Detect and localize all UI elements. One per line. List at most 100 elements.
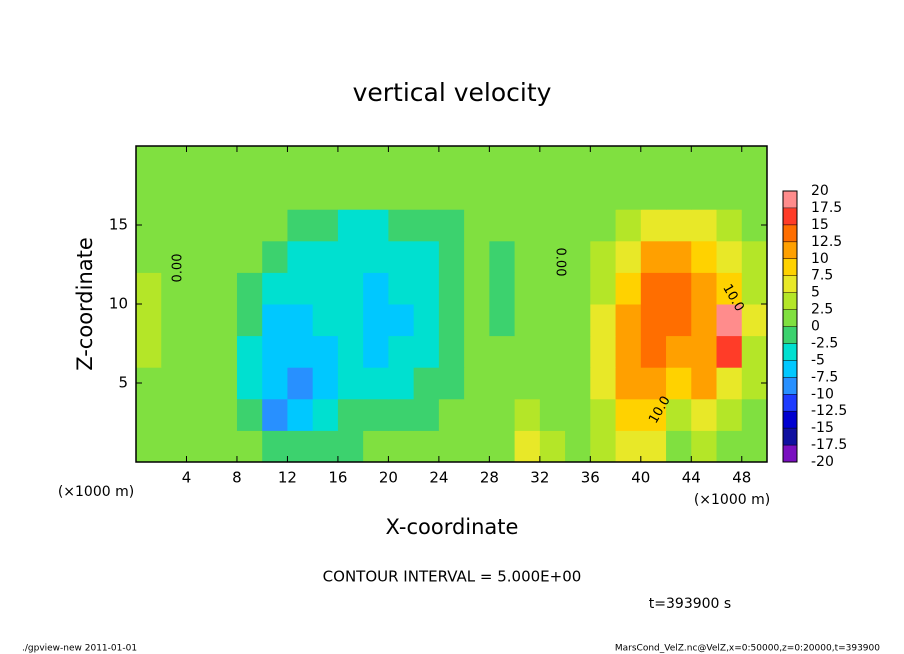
- cell: [236, 430, 263, 463]
- cell: [716, 335, 743, 368]
- cell: [615, 209, 642, 242]
- cell: [312, 240, 339, 273]
- cell: [136, 398, 162, 431]
- cell: [161, 430, 187, 463]
- cell: [438, 240, 465, 273]
- cell: [236, 272, 263, 305]
- cell: [741, 240, 768, 273]
- cell: [464, 177, 490, 210]
- y-tick-label: 5: [118, 374, 128, 392]
- cell: [464, 398, 490, 431]
- cell: [337, 177, 364, 210]
- cell: [590, 367, 617, 400]
- cell: [337, 240, 364, 273]
- cell: [236, 240, 263, 273]
- cell: [186, 272, 213, 305]
- cell: [539, 272, 566, 305]
- cell: [211, 304, 238, 337]
- x-unit-label: (×1000 m): [694, 492, 770, 508]
- contour-label: 0.00: [171, 254, 186, 283]
- cell: [413, 335, 440, 368]
- cell: [438, 209, 465, 242]
- cell: [161, 240, 187, 273]
- cell: [136, 146, 162, 179]
- cell: [615, 272, 642, 305]
- cell: [312, 177, 339, 210]
- x-tick-label: 20: [379, 469, 398, 487]
- cell: [262, 177, 288, 210]
- cell: [262, 209, 288, 242]
- colorbar-swatch: [783, 258, 797, 276]
- colorbar-label: -15: [811, 420, 834, 436]
- cell: [287, 335, 314, 368]
- cell: [666, 209, 692, 242]
- cell: [489, 240, 516, 273]
- cell: [716, 272, 743, 305]
- cell: [565, 367, 591, 400]
- time-label: t=393900 s: [649, 596, 731, 612]
- colorbar-label: -7.5: [811, 369, 838, 385]
- cell: [691, 430, 718, 463]
- cell: [716, 146, 743, 179]
- cell: [615, 367, 642, 400]
- cell: [539, 177, 566, 210]
- cell: [539, 240, 566, 273]
- cell: [691, 209, 718, 242]
- cell: [514, 335, 541, 368]
- cell: [691, 272, 718, 305]
- cell: [514, 430, 541, 463]
- cell: [438, 367, 465, 400]
- cell: [539, 367, 566, 400]
- cell: [640, 209, 667, 242]
- cell: [262, 272, 288, 305]
- cell: [262, 398, 288, 431]
- cell: [666, 146, 692, 179]
- x-tick-label: 4: [182, 469, 192, 487]
- colorbar-label: -5: [811, 352, 825, 368]
- cell: [236, 304, 263, 337]
- cell: [438, 304, 465, 337]
- cell: [615, 335, 642, 368]
- colorbar-swatch: [783, 191, 797, 209]
- cell: [691, 146, 718, 179]
- cell: [312, 146, 339, 179]
- contour-interval: CONTOUR INTERVAL = 5.000E+00: [323, 568, 582, 586]
- cell: [312, 209, 339, 242]
- colorbar-swatch: [783, 326, 797, 344]
- cell: [691, 177, 718, 210]
- cell: [565, 177, 591, 210]
- cell: [716, 209, 743, 242]
- cell: [161, 272, 187, 305]
- cell: [262, 335, 288, 368]
- cell: [514, 146, 541, 179]
- cell: [161, 209, 187, 242]
- cell: [615, 177, 642, 210]
- cell: [489, 209, 516, 242]
- colorbar-label: -12.5: [811, 403, 847, 419]
- cell: [438, 398, 465, 431]
- cell: [489, 398, 516, 431]
- cell: [489, 304, 516, 337]
- cell: [211, 146, 238, 179]
- cell: [413, 367, 440, 400]
- colorbar-label: 0: [811, 319, 820, 335]
- cell: [337, 146, 364, 179]
- x-tick-label: 28: [480, 469, 499, 487]
- colorbar-swatch: [783, 428, 797, 446]
- colorbar-label: 5: [811, 285, 820, 301]
- cell: [464, 335, 490, 368]
- cell: [287, 209, 314, 242]
- cell: [615, 398, 642, 431]
- cell: [615, 430, 642, 463]
- cell: [514, 209, 541, 242]
- cell: [438, 430, 465, 463]
- cell: [161, 367, 187, 400]
- cell: [388, 398, 415, 431]
- cell: [615, 240, 642, 273]
- cell: [363, 146, 389, 179]
- cell: [438, 335, 465, 368]
- cell: [363, 304, 389, 337]
- cell: [312, 430, 339, 463]
- cell: [539, 146, 566, 179]
- x-tick-label: 8: [232, 469, 242, 487]
